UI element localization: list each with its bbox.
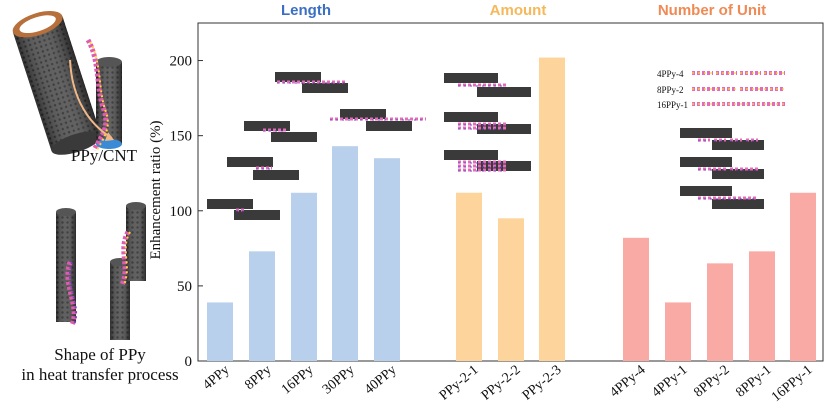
y-tick-label: 0 [185,354,193,370]
cnt-slab [444,112,498,122]
cnt-slab [271,132,317,142]
bar-30ppy [332,146,358,361]
x-tick-label-16ppy-1: 16PPy-1 [769,363,816,403]
bar-8ppy-1 [749,251,775,361]
cnt-slab [712,140,764,150]
shape-caption-line2: in heat transfer process [21,365,179,384]
y-tick-label: 200 [170,54,193,70]
cnt-slab [680,128,732,138]
left-illustration-panel: PPy/CNT Shape of PPy in heat transfer pr… [0,0,200,403]
y-tick-label: 100 [170,204,193,220]
x-tick-label-4ppy-4: 4PPy-4 [607,363,648,401]
bottom-nanotubes [56,202,146,340]
cnt-slab [680,186,732,196]
bar-8ppy [249,251,275,361]
schematic-decorations [207,72,764,220]
cnt-slab [253,170,299,180]
x-tick-label-ppy-2-2: PPy-2-2 [479,363,524,403]
y-axis: 0 50 100 150 200 Enhancement ratio (%) [148,54,203,370]
large-nanotube [12,10,102,155]
bar-16ppy-1 [790,192,816,361]
x-tick-label-8ppy-1: 8PPy-1 [733,363,774,401]
x-tick-label-40ppy: 40PPy [362,363,400,398]
bar-16ppy [291,192,317,361]
inset-legend: 4PPy-4 8PPy-2 16PPy-1 [657,69,785,110]
bar-4ppy-1 [665,302,691,361]
group-title-1: Amount [490,2,547,19]
ppy-chain [85,38,109,152]
x-tick-label-4ppy-1: 4PPy-1 [649,363,690,401]
x-tick-label-8ppy-2: 8PPy-2 [691,363,732,401]
inset-label-8ppy-2: 8PPy-2 [657,85,684,95]
cnt-slab [712,199,764,209]
cnt-slab [477,87,531,97]
bar-ppy-2-1 [456,192,482,361]
group-titles: Length Amount Number of Unit [281,2,766,19]
x-tick-label-16ppy: 16PPy [279,363,317,398]
x-tick-label-8ppy: 8PPy [242,363,274,394]
cnt-slab [207,199,253,209]
x-tick-label-4ppy: 4PPy [200,363,232,394]
y-tick-label: 150 [170,129,193,145]
cnt-slab [712,169,764,179]
cnt-slab [340,109,386,119]
y-axis-label: Enhancement ratio (%) [148,120,164,259]
cnt-slab [275,72,321,82]
bar-ppy-2-3 [539,57,565,361]
bar-4ppy-4 [623,237,649,361]
cnt-slab [366,121,412,131]
bar-4ppy [207,302,233,361]
bar-ppy-2-2 [498,218,524,361]
x-tick-labels: 4PPy 8PPy 16PPy 30PPy 40PPy PPy-2-1PPy-2-2PPy… [200,363,815,403]
y-tick-label: 50 [177,279,192,295]
cnt-slab [680,157,732,167]
x-tick-label-ppy-2-1: PPy-2-1 [437,363,482,403]
inset-label-4ppy-4: 4PPy-4 [657,69,684,79]
cnt-slab [227,157,273,167]
bar-40ppy [374,158,400,361]
cnt-slab [444,73,498,83]
cnt-slab [244,121,290,131]
cnt-slab [234,210,280,220]
x-tick-label-30ppy: 30PPy [320,363,358,398]
ppy-cnt-illustration [12,10,146,340]
group-title-2: Number of Unit [658,2,766,19]
cnt-slab [444,150,498,160]
bar-8ppy-2 [707,263,733,361]
x-tick-label-ppy-2-3: PPy-2-3 [520,363,565,403]
ppy-cnt-caption: PPy/CNT [70,146,138,165]
shape-caption-line1: Shape of PPy [54,345,146,364]
shape-caption: Shape of PPy in heat transfer process [0,345,200,385]
cnt-slab [302,83,348,93]
bars-layer [207,57,816,361]
group-title-0: Length [281,2,331,19]
inset-label-16ppy-1: 16PPy-1 [657,100,688,110]
